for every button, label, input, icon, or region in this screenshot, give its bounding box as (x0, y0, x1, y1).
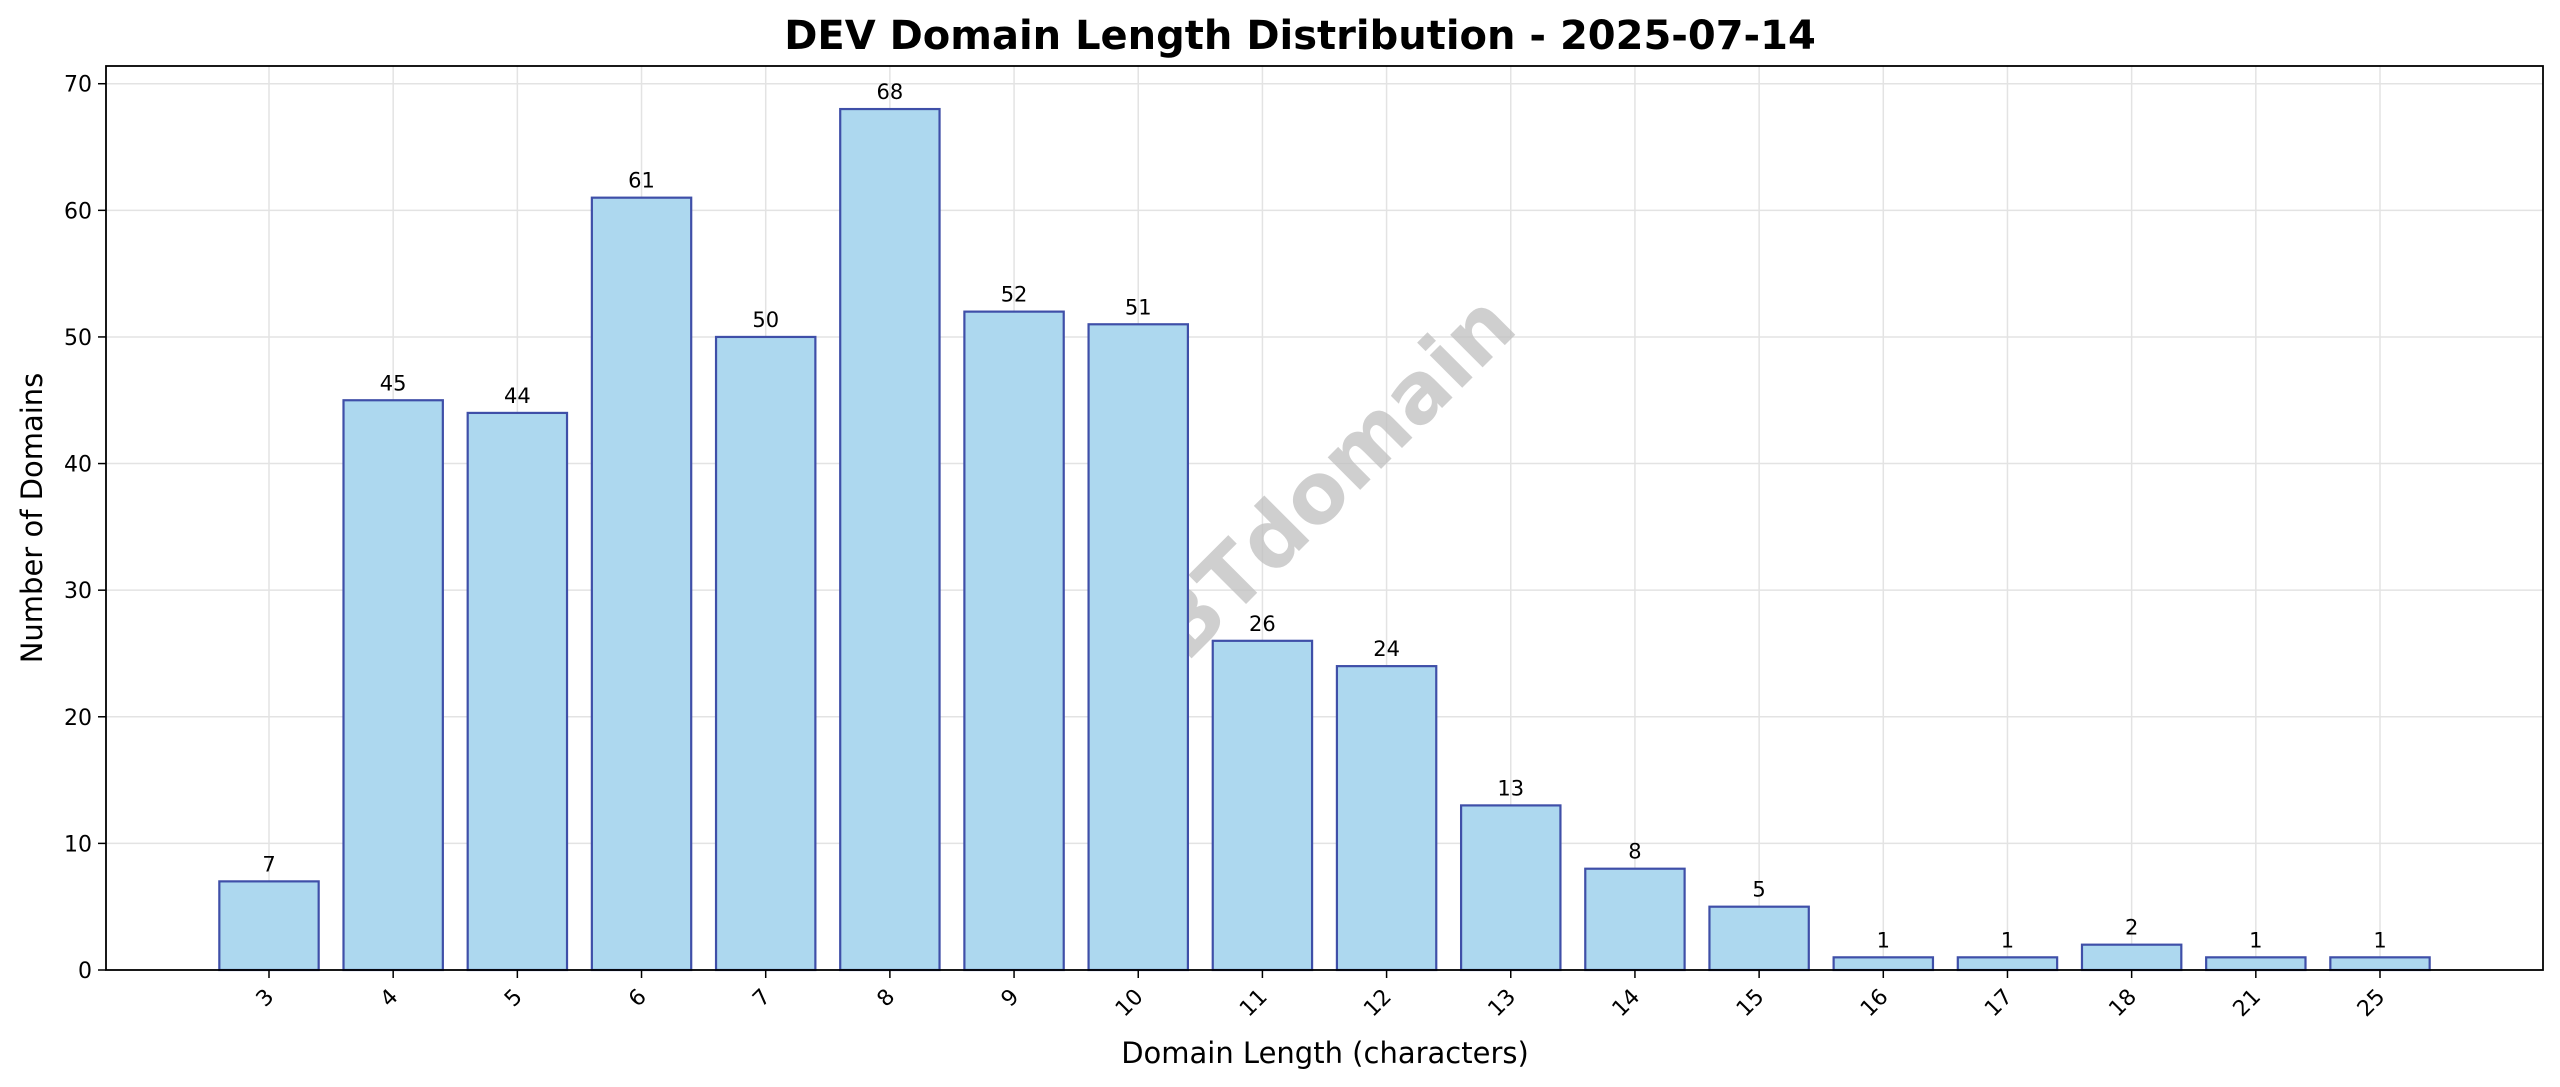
y-tick-label: 20 (64, 706, 92, 731)
y-tick-label: 40 (64, 453, 92, 478)
bar-value-label: 61 (628, 169, 655, 193)
x-tick-label: 8 (873, 985, 901, 1013)
bar (218, 880, 320, 972)
plot-frame (105, 65, 2544, 971)
bar-value-label: 5 (1752, 878, 1765, 902)
bar (466, 411, 569, 972)
bar-value-label: 1 (1877, 928, 1890, 952)
bar-value-label: 1 (2373, 928, 2386, 952)
x-tick-label: 18 (2104, 985, 2141, 1022)
bar-value-label: 24 (1373, 637, 1400, 661)
bars (218, 107, 2431, 972)
x-axis-title: Domain Length (characters) (1121, 1036, 1529, 1070)
bar (1211, 639, 1314, 972)
bar (1956, 956, 2059, 972)
bar (1708, 905, 1810, 972)
x-tick-label: 10 (1111, 985, 1148, 1022)
chart-title: DEV Domain Length Distribution - 2025-07… (784, 13, 1816, 59)
y-tick-label: 10 (64, 832, 92, 857)
y-tick-label: 70 (64, 73, 92, 98)
bar (1459, 804, 1562, 972)
x-tick-label: 3 (252, 985, 280, 1013)
x-tick-label: 11 (1235, 985, 1272, 1022)
bar (1832, 956, 1935, 972)
y-tick-label: 50 (64, 326, 92, 351)
x-tick-label: 13 (1484, 985, 1521, 1022)
x-tick-label: 4 (376, 985, 404, 1013)
x-tick-label: 7 (748, 985, 776, 1013)
bar (590, 196, 693, 972)
bar-value-label: 68 (877, 80, 904, 104)
bar-value-label: 50 (752, 308, 779, 332)
x-tick-label: 21 (2229, 985, 2266, 1022)
bar-value-label: 7 (262, 852, 275, 876)
x-tick-label: 15 (1732, 985, 1769, 1022)
x-tick-label: 6 (624, 985, 652, 1013)
bar-value-label: 2 (2125, 916, 2138, 940)
bar (2205, 956, 2307, 972)
bar-value-label: 52 (1001, 283, 1028, 307)
x-tick-label: 16 (1856, 985, 1893, 1022)
bar-value-label: 1 (2001, 928, 2014, 952)
y-tick-label: 30 (64, 579, 92, 604)
bar (2329, 956, 2431, 972)
x-tick-label: 9 (997, 985, 1025, 1013)
bar (714, 335, 817, 972)
bar-value-label: 1 (2249, 928, 2262, 952)
x-tick-label: 17 (1980, 985, 2017, 1022)
bar (342, 399, 444, 972)
bar (1335, 665, 1438, 972)
bar-value-label: 51 (1125, 295, 1152, 319)
x-tick-label: 25 (2353, 985, 2390, 1022)
bar (1584, 867, 1686, 972)
bar-value-label: 45 (380, 371, 407, 395)
bar-value-label: 44 (504, 384, 531, 408)
y-axis-title: Number of Domains (15, 373, 49, 664)
x-tick-label: 12 (1359, 985, 1396, 1022)
bar-value-label: 13 (1497, 776, 1524, 800)
x-tick-label: 5 (500, 985, 528, 1013)
bar-value-label: 8 (1628, 840, 1641, 864)
bar (1087, 323, 1190, 972)
bar-value-label: 26 (1249, 612, 1276, 636)
bar (839, 107, 941, 972)
bar (2080, 943, 2183, 972)
x-tick-label: 14 (1608, 985, 1645, 1022)
y-tick-label: 0 (78, 959, 92, 984)
bar (963, 310, 1065, 972)
y-tick-label: 60 (64, 199, 92, 224)
